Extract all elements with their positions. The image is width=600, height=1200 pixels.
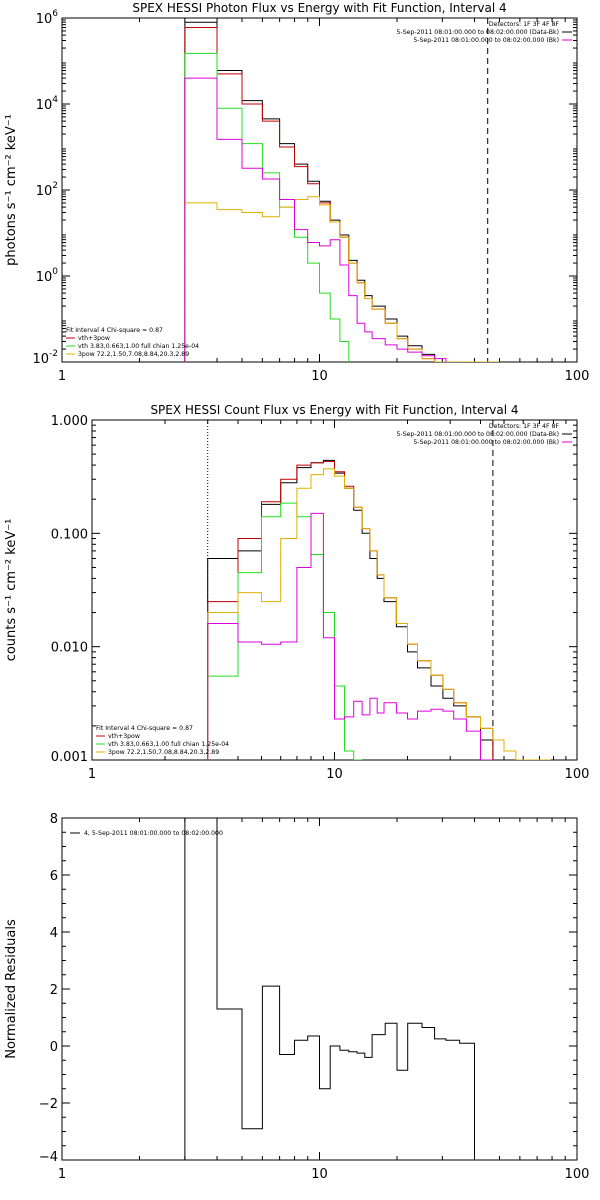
- y-axis-label: counts s⁻¹ cm⁻² keV⁻¹: [4, 519, 19, 662]
- legend-top-right-entry: 5-Sep-2011 08:01:00.000 to 08:02:00.000 …: [397, 431, 559, 438]
- y-tick-label: 100: [36, 267, 59, 285]
- y-tick-exponent: 4: [52, 95, 58, 105]
- y-tick-label: 1.000: [51, 414, 88, 429]
- series-total-line: [184, 27, 460, 362]
- y-axis-label: Normalized Residuals: [4, 919, 19, 1059]
- chart-title: SPEX HESSI Count Flux vs Energy with Fit…: [150, 403, 518, 417]
- y-tick-label: 104: [36, 95, 59, 113]
- x-tick-label: 10: [311, 1167, 328, 1182]
- y-tick-label: −2: [39, 1097, 58, 1112]
- series-bk-line: [207, 512, 493, 760]
- x-tick-label: 100: [565, 767, 590, 782]
- legend-top-right-entry: 5-Sep-2011 08:01:00.000 to 08:02:00.000 …: [413, 439, 559, 446]
- y-tick-base: 10: [36, 12, 53, 27]
- legend-top-left-entry: 4, 5-Sep-2011 08:01:00.000 to 08:02:00.0…: [84, 830, 223, 837]
- y-tick-exponent: 0: [52, 267, 58, 277]
- series-vth-line: [184, 52, 350, 362]
- legend-top-right-entry: Detectors: 1F 3F 4F 8F: [489, 423, 560, 430]
- series-pow-line: [184, 196, 500, 362]
- y-tick-label: 0.100: [51, 527, 88, 542]
- series-data-line: [184, 21, 460, 362]
- legend-bottom-left-entry: 3pow 72.2,1.50,7.08,8.84,20.3,2.89: [78, 351, 189, 358]
- legend-bottom-left-entry: vth+3pow: [78, 335, 110, 342]
- legend-top-right-entry: 5-Sep-2011 08:01:00.000 to 08:02:00.000 …: [413, 37, 559, 44]
- x-tick-label: 1: [58, 1167, 66, 1182]
- y-tick-base: 10: [36, 270, 53, 285]
- y-tick-label: 4: [50, 926, 58, 941]
- residuals-panel: 1 10 100 −4 −2 0 2 4 6 8 Normalized Residuals 4, 5-…: [4, 812, 589, 1182]
- plot-area: [184, 818, 488, 1160]
- legend-bottom-left-entry: 3pow 72.2,1.50,7.08,8.84,20.3,2.89: [108, 749, 219, 756]
- count-flux-panel: SPEX HESSI Count Flux vs Energy with Fit…: [4, 403, 589, 782]
- legend-bottom-left-entry: Fit Interval 4 Chi-square = 0.87: [96, 725, 193, 732]
- y-tick-label: 10-2: [32, 349, 58, 367]
- series-total-line: [207, 461, 494, 760]
- y-tick-label: 0.010: [51, 641, 88, 656]
- plot-area: [184, 21, 500, 362]
- y-tick-label: 8: [50, 812, 58, 827]
- chart-title: SPEX HESSI Photon Flux vs Energy with Fi…: [132, 1, 506, 15]
- y-tick-exponent: 2: [52, 181, 58, 191]
- y-tick-base: 10: [32, 352, 49, 367]
- y-tick-label: −4: [39, 1150, 58, 1165]
- y-axis-label: photons s⁻¹ cm⁻² keV⁻¹: [4, 114, 19, 266]
- legend-bottom-left-entry: vth 3.83,0.663,1.00 full chian 1.25e-04: [78, 343, 199, 350]
- x-tick-label: 1: [58, 369, 66, 384]
- y-tick-label: 6: [50, 869, 58, 884]
- x-tick-label: 1: [88, 767, 96, 782]
- photon-flux-panel: SPEX HESSI Photon Flux vs Energy with Fi…: [4, 1, 589, 384]
- y-tick-exponent: 6: [52, 9, 58, 19]
- legend-top-right-entry: Detectors: 1F 3F 4F 8F: [489, 21, 560, 28]
- legend-bottom-left-entry: vth+3pow: [108, 733, 140, 740]
- y-tick-label: 0: [50, 1040, 58, 1055]
- series-pow-line: [207, 468, 551, 760]
- plot-area: [207, 459, 551, 760]
- series-vth-line: [207, 502, 363, 760]
- y-tick-label: 102: [36, 181, 58, 199]
- x-tick-label: 10: [311, 369, 328, 384]
- y-tick-base: 10: [36, 98, 53, 113]
- series-data-line: [207, 459, 494, 760]
- series-bk-line: [184, 77, 447, 362]
- legend-top-right-entry: 5-Sep-2011 08:01:00.000 to 08:02:00.000 …: [397, 29, 559, 36]
- y-tick-label: 106: [36, 9, 59, 27]
- y-tick-base: 10: [36, 184, 53, 199]
- plot-frame: [61, 817, 578, 1161]
- y-tick-label: 0.001: [51, 750, 88, 765]
- legend-bottom-left-entry: vth 3.83,0.663,1.00 full chian 1.25e-04: [108, 741, 229, 748]
- x-tick-label: 100: [565, 369, 590, 384]
- y-tick-exponent: -2: [49, 349, 58, 359]
- y-tick-label: 2: [50, 983, 58, 998]
- residuals-line: [184, 818, 488, 1160]
- x-tick-label: 10: [326, 767, 343, 782]
- x-tick-label: 100: [565, 1167, 590, 1182]
- legend-bottom-left-entry: Fit Interval 4 Chi-square = 0.87: [66, 327, 163, 334]
